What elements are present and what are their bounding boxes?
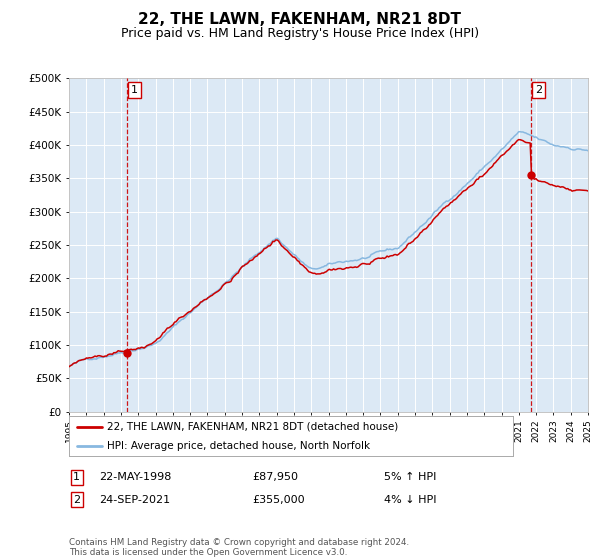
Text: 22-MAY-1998: 22-MAY-1998 (99, 472, 172, 482)
Text: 4% ↓ HPI: 4% ↓ HPI (384, 494, 437, 505)
Text: 5% ↑ HPI: 5% ↑ HPI (384, 472, 436, 482)
Text: 1: 1 (73, 472, 80, 482)
Text: £355,000: £355,000 (252, 494, 305, 505)
Text: Contains HM Land Registry data © Crown copyright and database right 2024.
This d: Contains HM Land Registry data © Crown c… (69, 538, 409, 557)
Text: 1: 1 (131, 85, 138, 95)
Text: 22, THE LAWN, FAKENHAM, NR21 8DT: 22, THE LAWN, FAKENHAM, NR21 8DT (139, 12, 461, 27)
Text: 2: 2 (535, 85, 542, 95)
Text: £87,950: £87,950 (252, 472, 298, 482)
Text: 22, THE LAWN, FAKENHAM, NR21 8DT (detached house): 22, THE LAWN, FAKENHAM, NR21 8DT (detach… (107, 422, 398, 432)
Text: 24-SEP-2021: 24-SEP-2021 (99, 494, 170, 505)
Text: Price paid vs. HM Land Registry's House Price Index (HPI): Price paid vs. HM Land Registry's House … (121, 27, 479, 40)
Text: HPI: Average price, detached house, North Norfolk: HPI: Average price, detached house, Nort… (107, 441, 370, 450)
Text: 2: 2 (73, 494, 80, 505)
